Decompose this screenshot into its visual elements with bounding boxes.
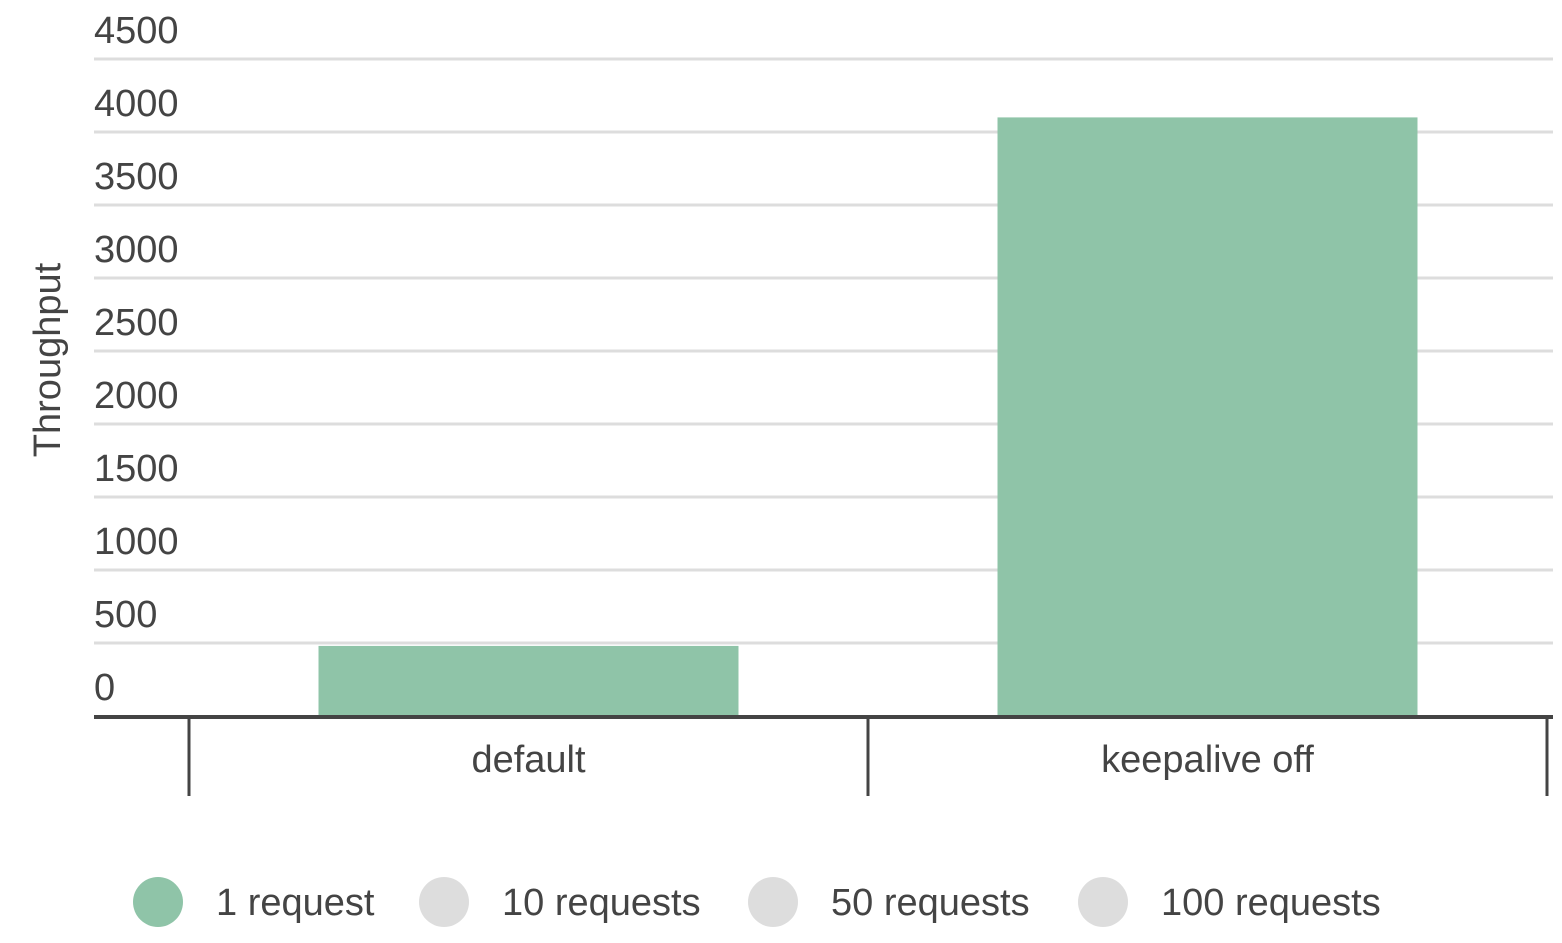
y-axis-title: Throughput <box>27 262 69 457</box>
y-tick-label: 2000 <box>94 375 179 417</box>
y-tick-label: 500 <box>94 594 157 636</box>
y-tick-label: 3500 <box>94 156 179 198</box>
y-tick-label: 1000 <box>94 521 179 563</box>
bar <box>318 645 739 716</box>
legend-label: 1 request <box>216 882 375 924</box>
y-tick-label: 4500 <box>94 10 179 52</box>
y-tick-label: 1500 <box>94 448 179 490</box>
legend-marker <box>1078 877 1128 927</box>
legend-marker <box>419 877 469 927</box>
legend-label: 10 requests <box>502 882 701 924</box>
y-tick-label: 0 <box>94 667 115 709</box>
y-tick-label: 3000 <box>94 229 179 271</box>
y-tick-label: 2500 <box>94 302 179 344</box>
bar <box>997 117 1418 716</box>
x-tick-label: keepalive off <box>1101 739 1314 781</box>
x-tick-label: default <box>471 739 586 781</box>
y-tick-label: 4000 <box>94 83 179 125</box>
legend-label: 100 requests <box>1161 882 1381 924</box>
legend-label: 50 requests <box>831 882 1030 924</box>
legend-marker <box>748 877 798 927</box>
legend-marker <box>133 877 183 927</box>
